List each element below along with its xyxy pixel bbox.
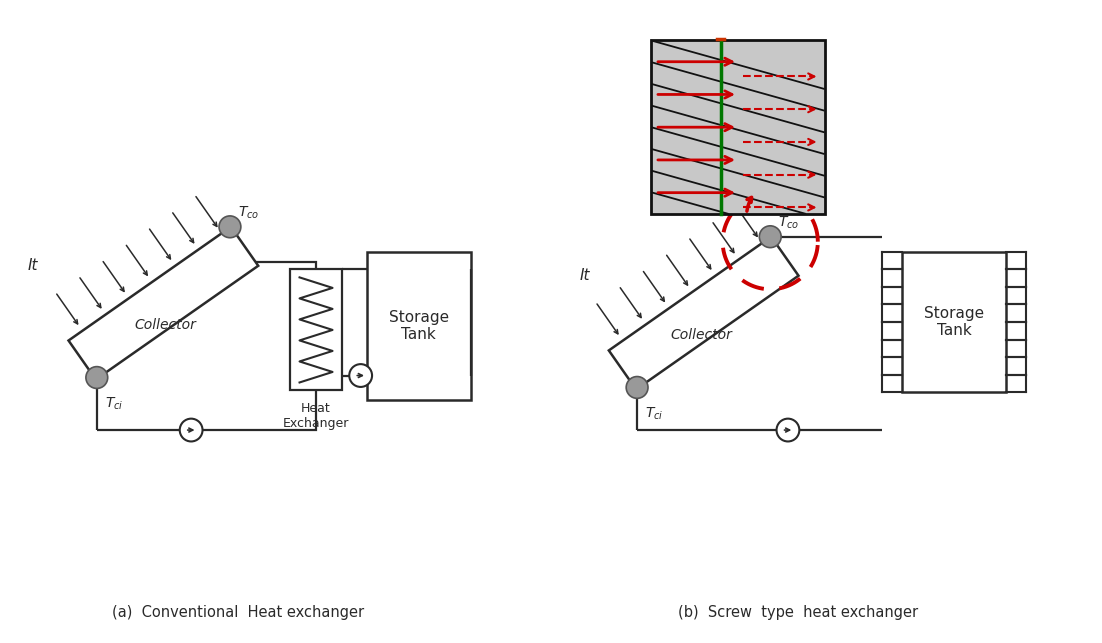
- Circle shape: [759, 226, 781, 248]
- Circle shape: [626, 377, 648, 399]
- Text: It: It: [28, 258, 37, 273]
- Text: (b)  Screw  type  heat exchanger: (b) Screw type heat exchanger: [678, 605, 918, 620]
- Text: Heat
Exchanger: Heat Exchanger: [283, 403, 349, 430]
- Bar: [367, 251, 471, 401]
- Polygon shape: [608, 237, 799, 390]
- Circle shape: [86, 367, 108, 388]
- Bar: [901, 251, 1006, 392]
- Text: It: It: [580, 268, 590, 283]
- Circle shape: [180, 419, 203, 442]
- Text: $T_{co}$: $T_{co}$: [778, 214, 799, 231]
- Text: $T_{co}$: $T_{co}$: [238, 204, 259, 221]
- Circle shape: [349, 364, 372, 387]
- Text: Storage
Tank: Storage Tank: [389, 310, 449, 342]
- Text: $T_{ci}$: $T_{ci}$: [105, 395, 123, 412]
- Text: Collector: Collector: [134, 318, 196, 332]
- Text: Storage
Tank: Storage Tank: [923, 306, 984, 338]
- Polygon shape: [68, 227, 258, 379]
- Text: $T_{ci}$: $T_{ci}$: [645, 405, 663, 422]
- Bar: [290, 269, 342, 390]
- FancyArrowPatch shape: [747, 197, 752, 211]
- Circle shape: [777, 419, 799, 442]
- Bar: [651, 41, 824, 214]
- Text: Collector: Collector: [671, 328, 733, 342]
- Text: (a)  Conventional  Heat exchanger: (a) Conventional Heat exchanger: [111, 605, 364, 620]
- Circle shape: [219, 216, 241, 238]
